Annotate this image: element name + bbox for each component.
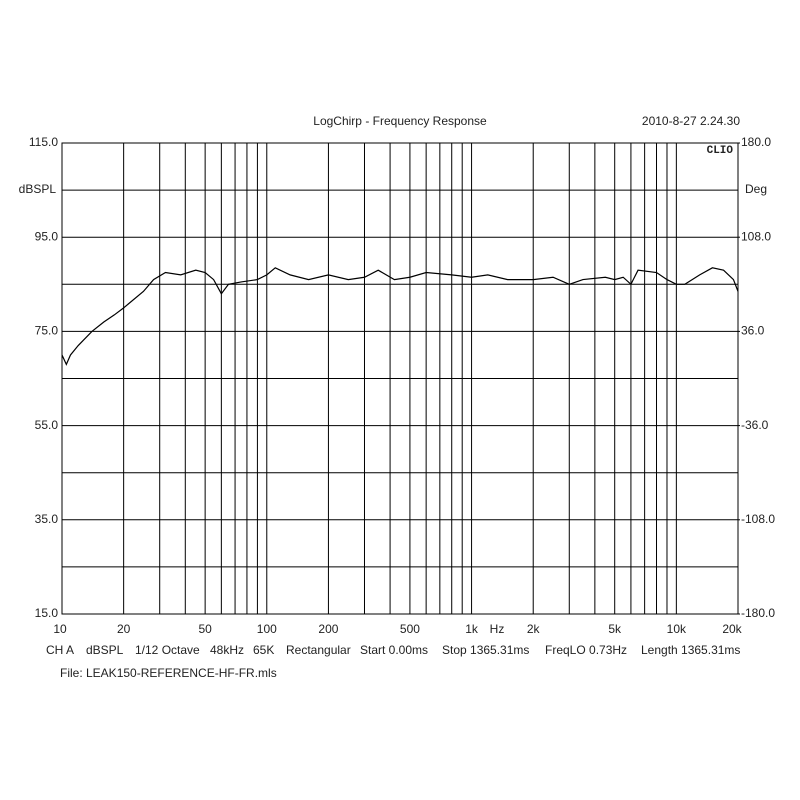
chart-title: LogChirp - Frequency Response: [313, 114, 487, 128]
x-tick-label: 10: [53, 622, 67, 636]
y-tick-label: 95.0: [35, 229, 59, 243]
x-tick-label: 500: [400, 622, 420, 636]
footer-item: FreqLO 0.73Hz: [545, 643, 627, 657]
footer-item: dBSPL: [86, 643, 124, 657]
x-tick-label: 20: [117, 622, 131, 636]
y2-tick-label: 36.0: [741, 324, 765, 338]
timestamp: 2010-8-27 2.24.30: [642, 114, 740, 128]
y2-tick-label: -108.0: [741, 512, 775, 526]
x-tick-label: 2k: [527, 622, 541, 636]
x-tick-label: 1k: [465, 622, 479, 636]
footer-item: 48kHz: [210, 643, 244, 657]
y-tick-label: 75.0: [35, 324, 59, 338]
badge: CLIO: [707, 145, 734, 157]
x-tick-label: 50: [198, 622, 212, 636]
y2-axis-label: Deg: [745, 182, 767, 196]
x-tick-label: 20k: [722, 622, 742, 636]
y2-tick-label: -180.0: [741, 606, 775, 620]
y-tick-label: 15.0: [35, 606, 59, 620]
x-tick-label: 5k: [608, 622, 622, 636]
x-tick-label: 10k: [667, 622, 687, 636]
y-tick-label: 55.0: [35, 418, 59, 432]
y2-tick-label: 180.0: [741, 135, 771, 149]
response-curve: [61, 267, 739, 366]
footer-item: 65K: [253, 643, 274, 657]
footer-item: Start 0.00ms: [360, 643, 428, 657]
footer-item: Rectangular: [286, 643, 351, 657]
y2-tick-label: -36.0: [741, 418, 769, 432]
x-axis-label: Hz: [490, 622, 505, 636]
y-axis-label: dBSPL: [19, 182, 57, 196]
x-tick-label: 200: [318, 622, 338, 636]
y2-tick-label: 108.0: [741, 229, 771, 243]
plot-frame: [61, 142, 739, 615]
footer-item: Stop 1365.31ms: [442, 643, 529, 657]
footer-item: CH A: [46, 643, 74, 657]
footer-item: Length 1365.31ms: [641, 643, 740, 657]
x-tick-label: 100: [257, 622, 277, 636]
footer-item: 1/12 Octave: [135, 643, 200, 657]
y-tick-label: 35.0: [35, 512, 59, 526]
file-name: File: LEAK150-REFERENCE-HF-FR.mls: [60, 666, 277, 680]
y-tick-label: 115.0: [29, 135, 58, 149]
